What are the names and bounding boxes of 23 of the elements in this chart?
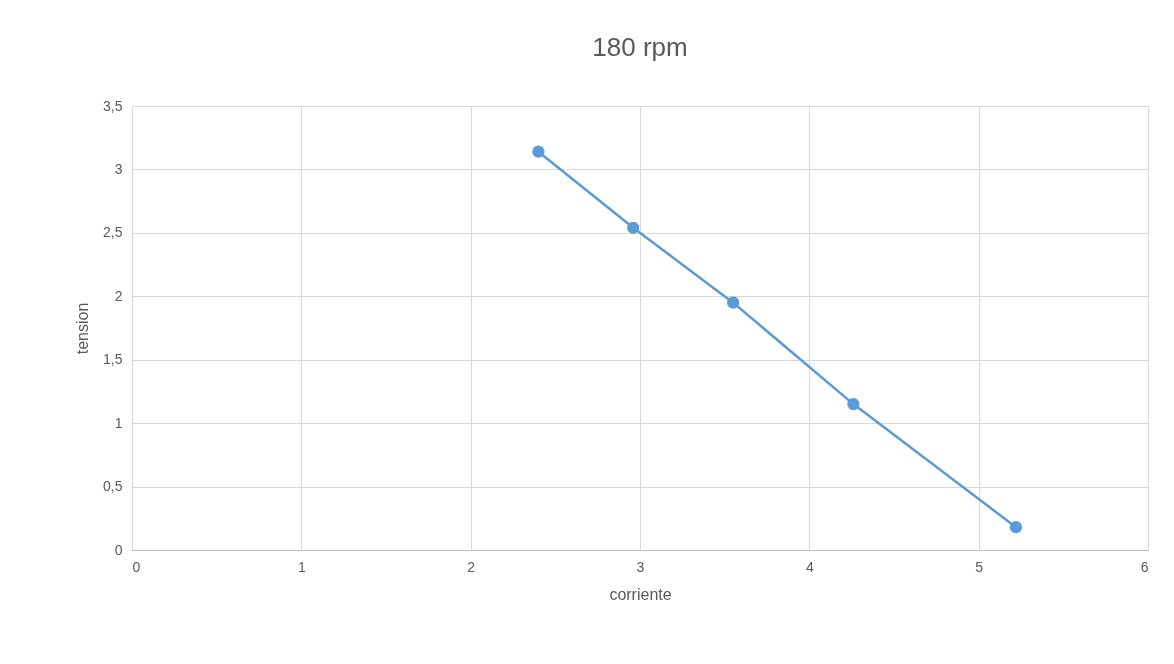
y-tick-label: 0	[114, 541, 123, 558]
x-axis-title: corriente	[609, 585, 672, 603]
y-axis-title: tension	[74, 302, 92, 355]
y-tick-label: 2	[114, 287, 123, 304]
x-tick-label: 5	[975, 558, 984, 575]
x-tick-label: 3	[636, 558, 645, 575]
x-tick-label: 0	[132, 558, 141, 575]
point	[532, 145, 545, 158]
x-tick-label: 2	[467, 558, 476, 575]
y-tick-label: 0,5	[103, 478, 123, 495]
x-tick-label: 1	[297, 558, 306, 575]
point	[627, 221, 640, 234]
y-tick-label: 2,5	[103, 224, 123, 241]
point	[847, 398, 860, 411]
y-tick-label: 3	[114, 160, 123, 177]
x-tick-label: 6	[1140, 558, 1149, 575]
point	[1009, 521, 1023, 534]
y-tick-label: 1	[114, 414, 123, 431]
point	[727, 296, 740, 309]
y-tick-label: 1,5	[103, 351, 123, 368]
y-tick-label: 3,5	[103, 97, 123, 114]
x-tick-label: 4	[805, 558, 814, 575]
chart-title: 180 rpm	[592, 32, 688, 62]
